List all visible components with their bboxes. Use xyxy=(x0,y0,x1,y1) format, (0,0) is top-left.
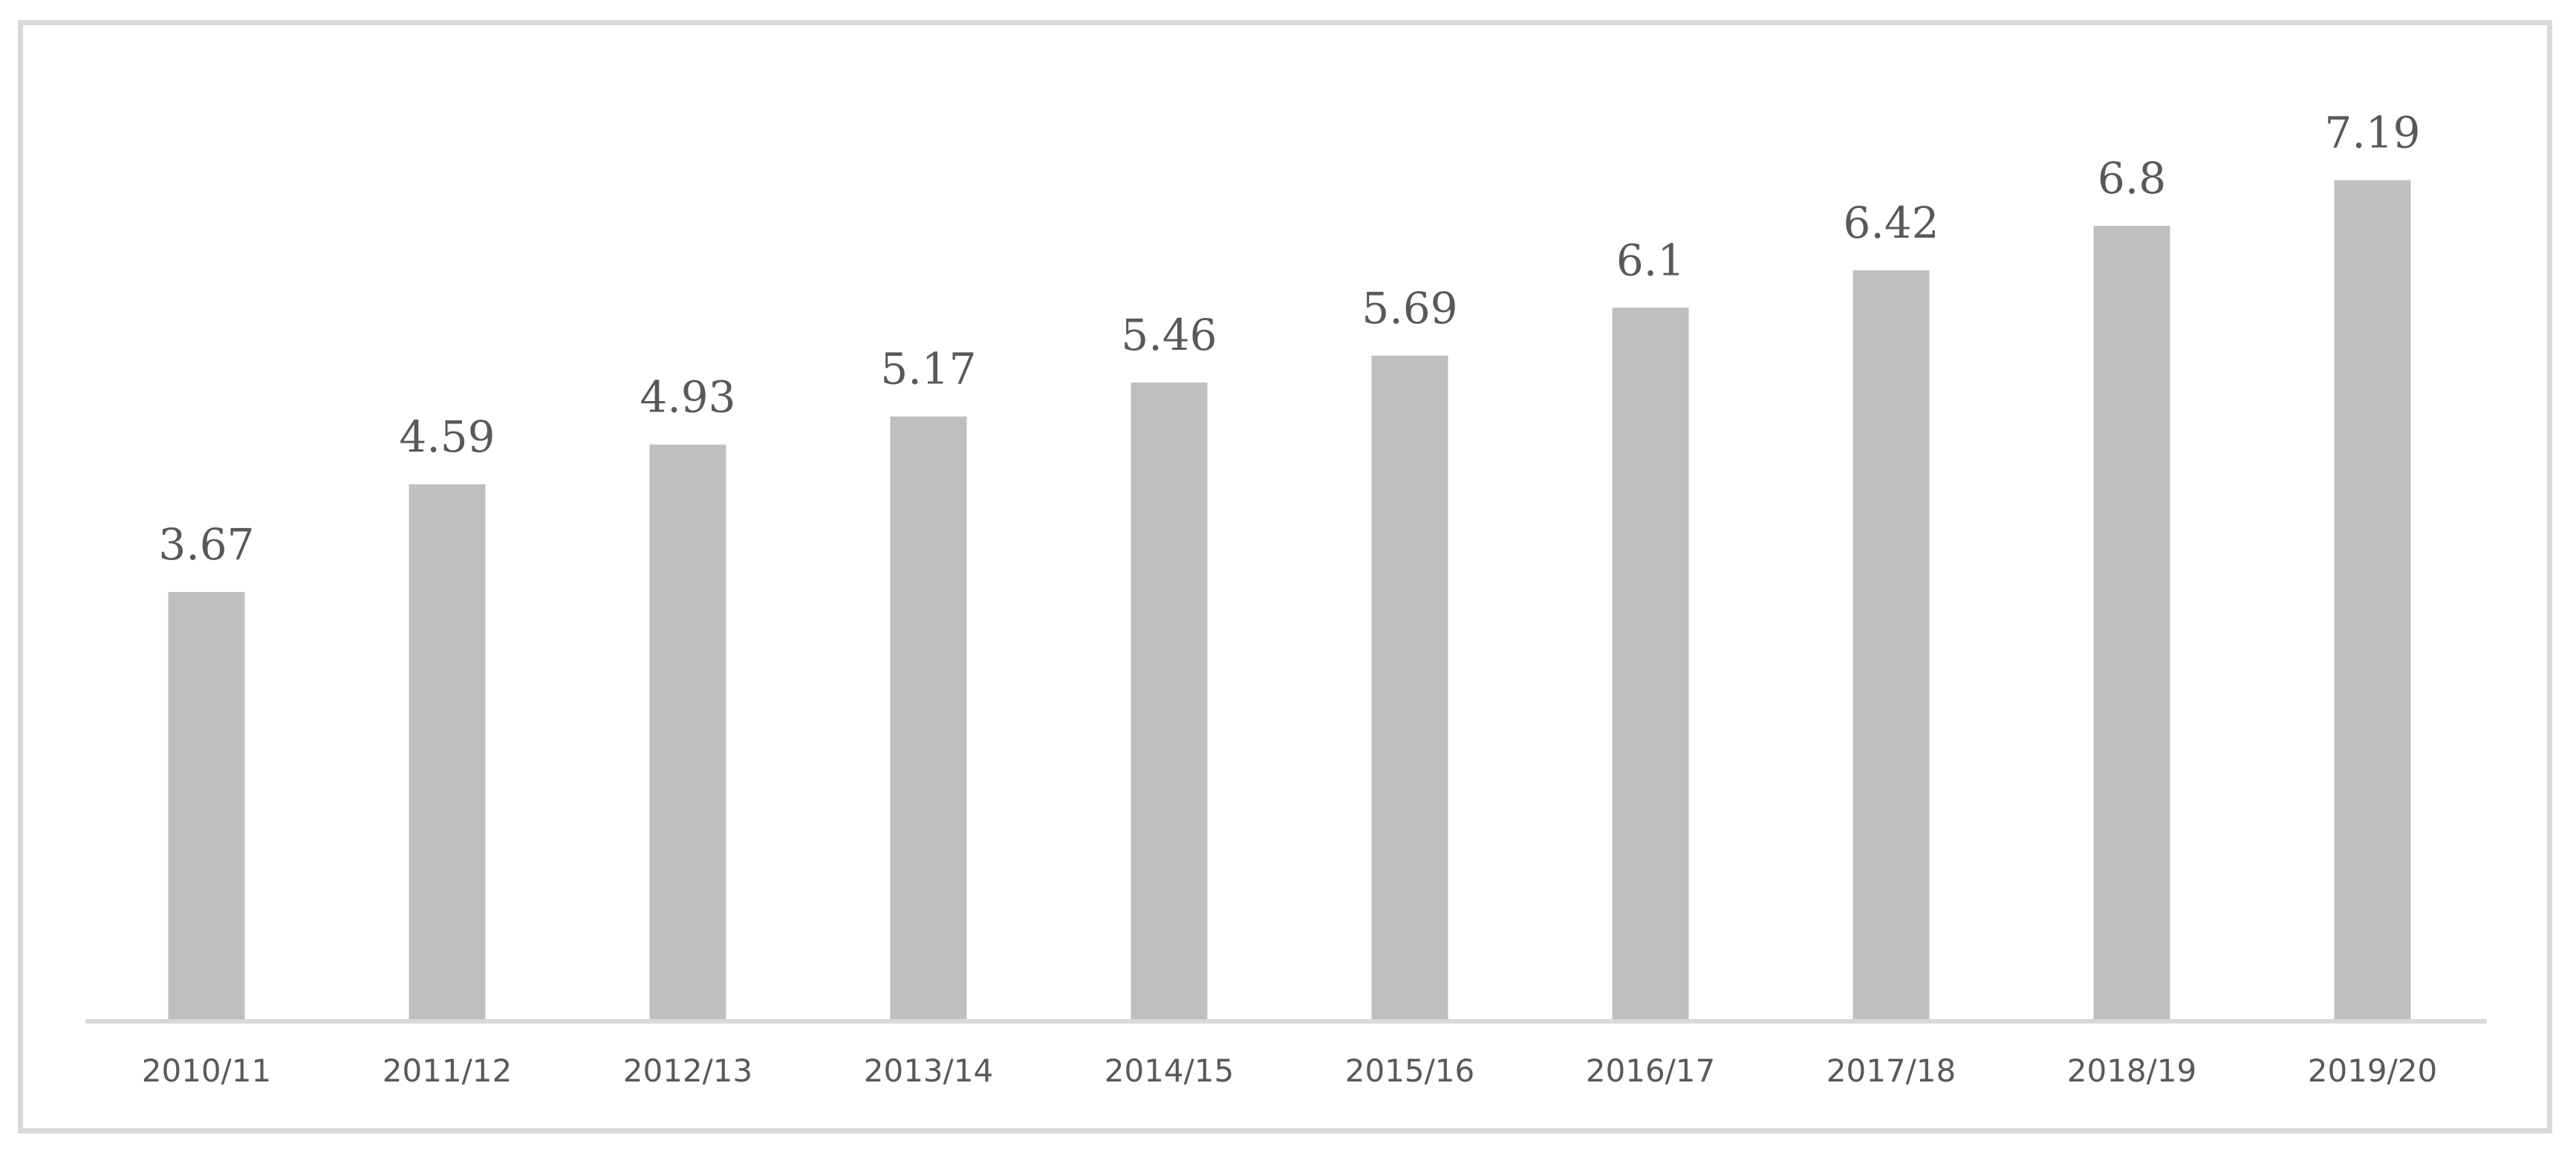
bar-2017-18 xyxy=(1853,270,1930,1022)
x-tick-label-2017-18: 2017/18 xyxy=(1827,1053,1956,1089)
bar-2016-17 xyxy=(1612,308,1689,1021)
value-label-2010-11: 3.67 xyxy=(158,519,254,570)
tick-labels-layer: 2010/11 2011/12 2012/13 2013/14 2014/15 2015/… xyxy=(142,1053,2437,1089)
value-label-2014-15: 5.46 xyxy=(1121,310,1217,360)
bar-2018-19 xyxy=(2093,226,2170,1021)
value-label-2012-13: 4.93 xyxy=(640,372,735,423)
x-tick-label-2016-17: 2016/17 xyxy=(1586,1053,1715,1089)
x-tick-label-2015-16: 2015/16 xyxy=(1345,1053,1474,1089)
value-label-2015-16: 5.69 xyxy=(1362,283,1457,334)
x-tick-label-2010-11: 2010/11 xyxy=(142,1053,271,1089)
bar-2010-11 xyxy=(168,591,245,1021)
x-tick-label-2019-20: 2019/20 xyxy=(2308,1053,2437,1089)
bars-layer xyxy=(168,180,2411,1022)
value-label-2018-19: 6.8 xyxy=(2098,153,2166,204)
value-label-2017-18: 6.42 xyxy=(1843,198,1939,248)
bar-2014-15 xyxy=(1131,383,1208,1021)
x-tick-label-2011-12: 2011/12 xyxy=(383,1053,512,1089)
bar-2015-16 xyxy=(1371,355,1448,1021)
x-tick-label-2013-14: 2013/14 xyxy=(864,1053,993,1089)
value-label-2019-20: 7.19 xyxy=(2324,108,2420,158)
value-label-2016-17: 6.1 xyxy=(1616,235,1685,285)
bar-2011-12 xyxy=(409,484,486,1021)
value-label-2011-12: 4.59 xyxy=(399,412,495,462)
bar-2019-20 xyxy=(2334,180,2411,1022)
bar-2012-13 xyxy=(649,444,726,1021)
value-labels-layer: 3.67 4.59 4.93 5.17 5.46 5.69 6.1 6.42 6.8 7.19 xyxy=(158,108,2420,570)
value-label-2013-14: 5.17 xyxy=(880,344,976,394)
x-tick-label-2014-15: 2014/15 xyxy=(1105,1053,1234,1089)
bar-2013-14 xyxy=(890,416,967,1021)
x-tick-label-2018-19: 2018/19 xyxy=(2067,1053,2196,1089)
x-tick-label-2012-13: 2012/13 xyxy=(623,1053,752,1089)
